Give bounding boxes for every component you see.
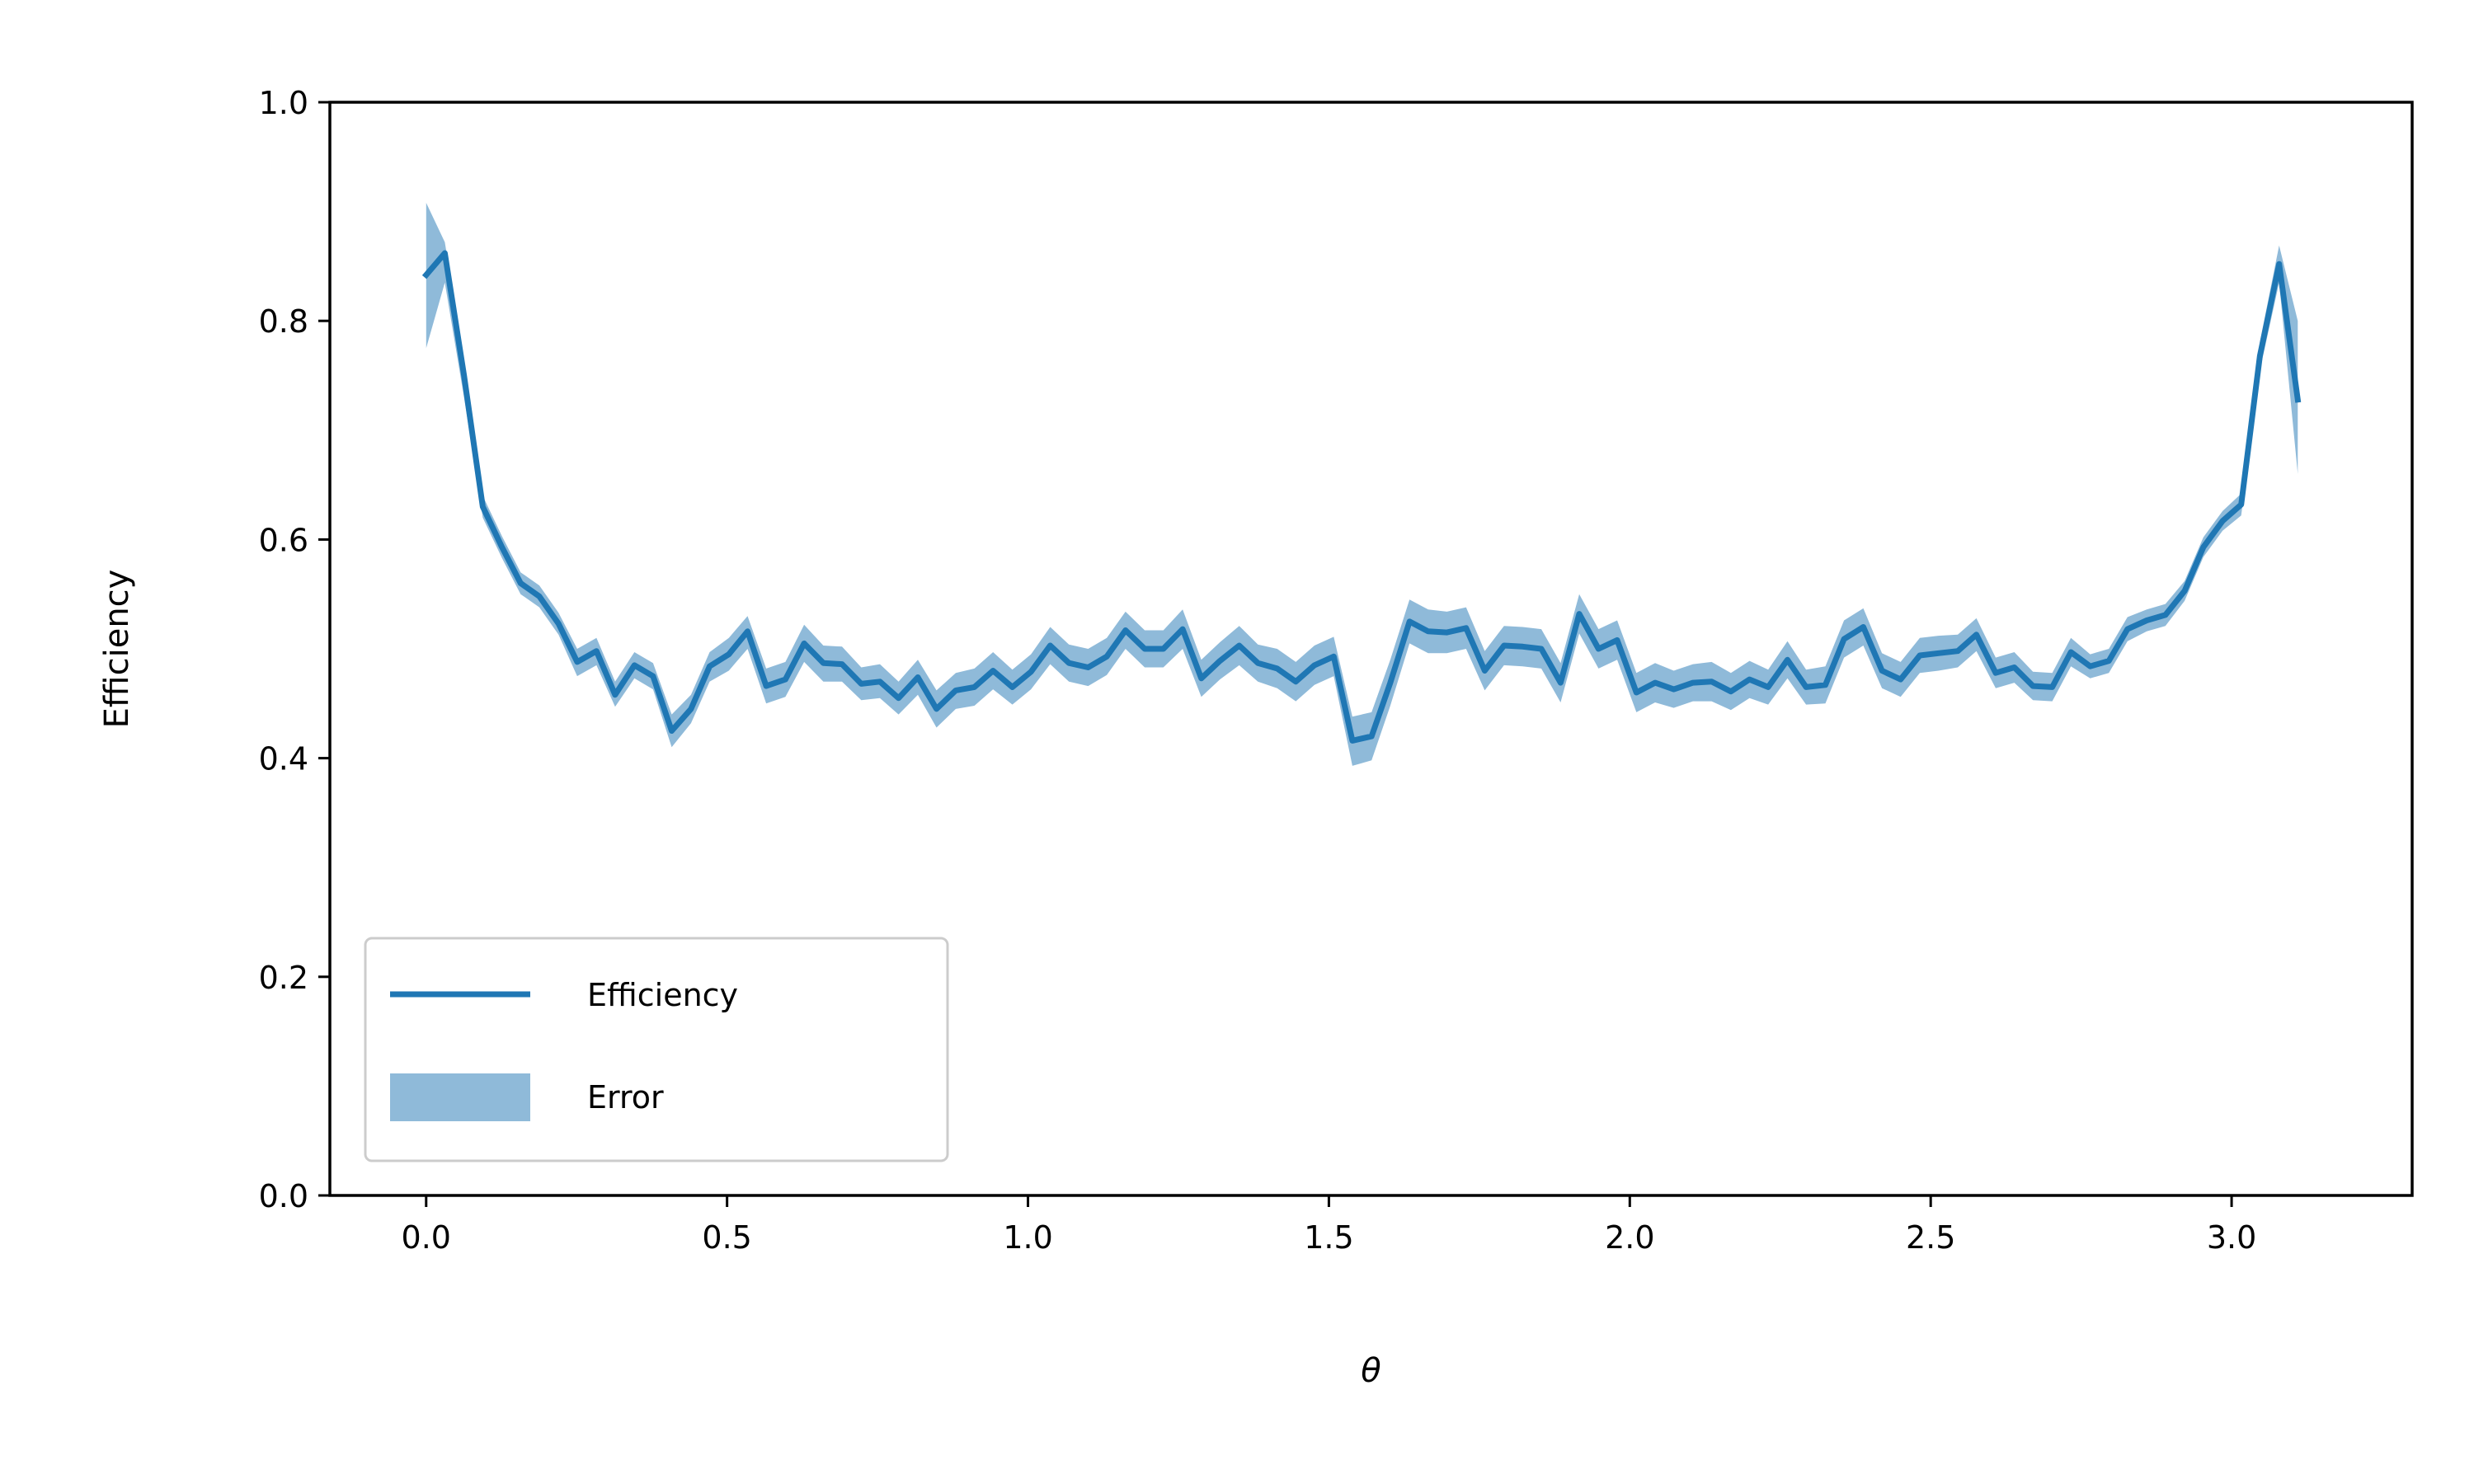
- legend-error-swatch: [390, 1073, 530, 1121]
- y-tick-label: 0.2: [259, 960, 308, 996]
- y-tick-label: 1.0: [259, 85, 308, 121]
- axes-frame: [328, 101, 2414, 1197]
- x-tick-label: 0.0: [402, 1219, 451, 1256]
- x-axis-label: θ: [1361, 1352, 1380, 1390]
- x-tick-label: 2.0: [1605, 1219, 1654, 1256]
- x-tick-label: 1.5: [1304, 1219, 1353, 1256]
- y-tick-label: 0.0: [259, 1178, 308, 1214]
- x-tick-label: 1.0: [1003, 1219, 1052, 1256]
- y-axis: 0.0 0.2 0.4 0.6 0.8 1.0: [259, 85, 330, 1214]
- plot-area: [421, 203, 2302, 766]
- y-tick-label: 0.4: [259, 741, 308, 777]
- legend-error-label: Error: [587, 1079, 664, 1115]
- legend-box: [364, 937, 949, 1162]
- x-tick-label: 2.5: [1906, 1219, 1955, 1256]
- y-axis-label: Efficiency: [98, 570, 136, 729]
- legend: Efficiency Error: [364, 937, 949, 1162]
- efficiency-line: [421, 250, 2302, 744]
- y-tick-label: 0.6: [259, 522, 308, 558]
- x-axis: 0.0 0.5 1.0 1.5 2.0 2.5 3.0: [402, 1195, 2256, 1256]
- y-tick-label: 0.8: [259, 303, 308, 340]
- legend-efficiency-label: Efficiency: [587, 977, 738, 1013]
- error-band: [426, 203, 2298, 766]
- x-tick-label: 0.5: [702, 1219, 751, 1256]
- x-tick-label: 3.0: [2207, 1219, 2256, 1256]
